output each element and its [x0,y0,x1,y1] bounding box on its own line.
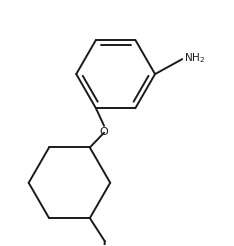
Text: O: O [100,127,109,137]
Text: NH$_2$: NH$_2$ [184,51,205,65]
